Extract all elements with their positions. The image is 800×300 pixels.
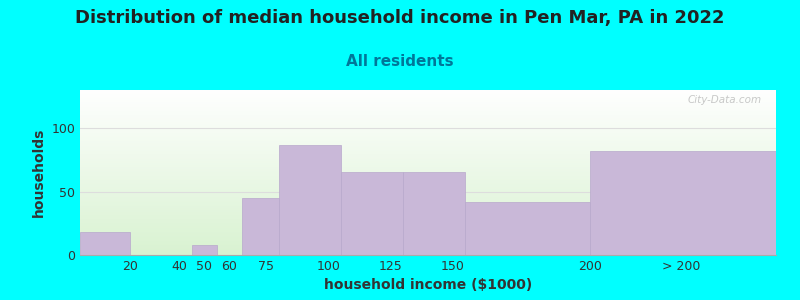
Bar	[403, 172, 466, 255]
Bar	[466, 202, 590, 255]
Bar	[242, 198, 279, 255]
Bar	[80, 232, 130, 255]
Text: City-Data.com: City-Data.com	[688, 95, 762, 105]
X-axis label: household income ($1000): household income ($1000)	[324, 278, 532, 292]
Bar	[341, 172, 403, 255]
Bar	[192, 245, 217, 255]
Y-axis label: households: households	[32, 128, 46, 217]
Bar	[279, 145, 341, 255]
Bar	[590, 151, 776, 255]
Text: Distribution of median household income in Pen Mar, PA in 2022: Distribution of median household income …	[75, 9, 725, 27]
Text: All residents: All residents	[346, 54, 454, 69]
